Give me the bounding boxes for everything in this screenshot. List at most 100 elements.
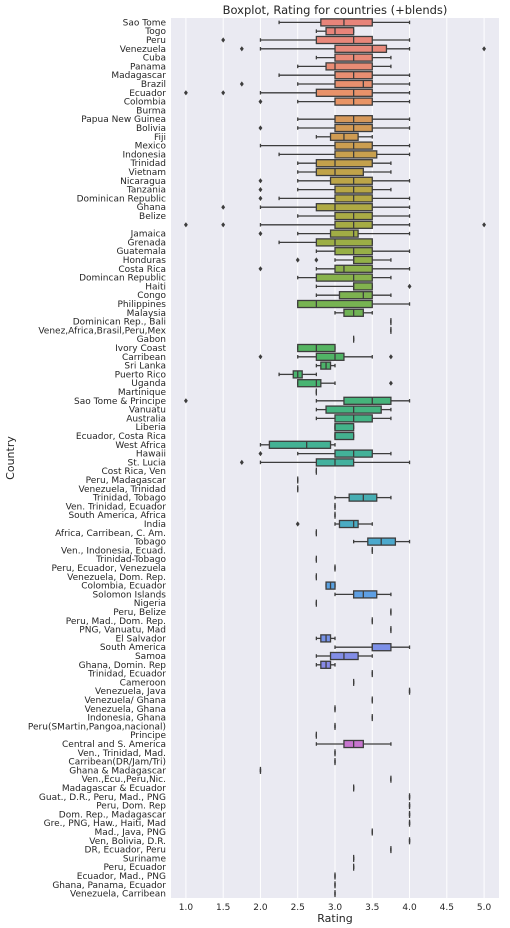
outlier-point: [258, 266, 263, 272]
box: [325, 62, 373, 71]
y-tick-label: Honduras: [123, 256, 167, 266]
box-group: [315, 132, 373, 141]
box-group: [239, 458, 411, 467]
y-tick-label: Venezuela: [120, 45, 166, 55]
box-group: [258, 123, 411, 133]
y-tick-label: Guatemala: [116, 247, 166, 257]
x-tick-labels: 1.0 1.5 2.0 2.5 3.0 3.5 4.0 4.5 5.0: [179, 903, 492, 913]
box-group: [334, 493, 392, 502]
y-tick-label: Trinidad, Tobago: [92, 494, 167, 504]
box-group: [295, 519, 373, 529]
box-group: [183, 88, 411, 97]
y-tick-label: Hawaii: [136, 450, 166, 460]
y-tick-label: Australia: [126, 414, 166, 424]
y-axis-title: Country: [4, 436, 17, 480]
y-tick-label: Uganda: [131, 379, 166, 389]
box-group: [258, 176, 411, 185]
outlier-point: [239, 46, 244, 52]
y-tick-label: Liberia: [136, 423, 166, 433]
box: [338, 519, 359, 529]
box: [338, 291, 373, 300]
y-tick-label: Solomon Islands: [92, 590, 166, 600]
box-group: [278, 370, 318, 379]
y-tick-label: Venezuela, Trinidad: [79, 485, 166, 495]
outlier-point: [388, 354, 393, 360]
y-tick-label: Cost Rica, Ven: [101, 467, 166, 477]
box: [268, 440, 332, 449]
outlier-point: [258, 354, 263, 360]
box-group: [297, 62, 392, 71]
y-tick-label: Venez,Africa,Brasil,Peru,Mex: [38, 326, 166, 336]
x-tick-label: 4.5: [440, 903, 454, 913]
y-tick-label: Tanzania: [126, 186, 166, 196]
box-group: [221, 35, 411, 45]
box-group: [258, 264, 411, 273]
y-tick-label: Philippines: [118, 300, 167, 310]
outlier-point: [258, 231, 263, 237]
y-tick-label: Gabon: [137, 335, 166, 345]
y-tick-label: Peru, Mad., Dom. Rep.: [66, 617, 166, 627]
y-tick-label: Malaysia: [127, 309, 166, 319]
outlier-point: [221, 90, 226, 96]
y-tick-label: Nigeria: [134, 599, 166, 609]
box-group: [297, 167, 392, 177]
outlier-point: [239, 459, 244, 465]
y-tick-label: Papua New Guinea: [81, 115, 166, 125]
x-tick-label: 2.0: [253, 903, 268, 913]
y-tick-label: India: [144, 520, 166, 530]
outlier-point: [183, 222, 188, 228]
y-tick-label: South America: [100, 643, 166, 653]
y-tick-label: Peru, Madagascar: [86, 476, 167, 486]
y-tick-label: DR, Ecuador, Peru: [85, 846, 166, 856]
y-tick-label: Indonesia, Ghana: [87, 714, 166, 724]
box-group: [259, 141, 411, 150]
x-tick-label: 3.0: [328, 903, 343, 913]
chart-title: Boxplot, Rating for countries (+blends): [223, 3, 448, 17]
box: [334, 264, 373, 273]
y-tick-label: Nicaragua: [120, 177, 166, 187]
outlier-point: [221, 204, 226, 210]
x-axis-title: Rating: [317, 912, 352, 925]
box-group: [315, 739, 392, 749]
box-group: [315, 651, 373, 661]
box-group: [297, 343, 336, 353]
y-tick-label: Domincan Republic: [79, 274, 166, 284]
box-group: [297, 379, 393, 388]
box-group: [278, 71, 411, 80]
y-tick-label: Indonesia: [122, 150, 166, 160]
box: [334, 150, 378, 159]
y-tick-label: Trinidad-Tobago: [95, 555, 166, 565]
y-tick-label: Dominican Rep., Bali: [73, 318, 166, 328]
y-tick-label: Ghana & Madagascar: [69, 766, 166, 776]
x-tick-label: 4.0: [402, 903, 417, 913]
box-group: [315, 660, 336, 669]
outlier-point: [407, 283, 412, 289]
y-tick-label: Dom. Rep., Madagascar: [59, 810, 166, 820]
box: [315, 238, 373, 247]
y-tick-label: Venezuela, Carribean: [70, 890, 166, 900]
box-group: [239, 79, 411, 89]
y-tick-label: Martinique: [118, 388, 167, 398]
box-group: [239, 44, 487, 53]
y-tick-label: Belize: [139, 212, 166, 222]
y-tick-label: Principe: [130, 731, 166, 741]
outlier-point: [258, 99, 263, 105]
y-tick-label: Sri Lanka: [124, 362, 166, 372]
x-tick-label: 5.0: [477, 903, 492, 913]
x-tick-label: 2.5: [291, 903, 305, 913]
y-tick-label: Ecuador: [129, 89, 166, 99]
box: [329, 229, 359, 238]
box-group: [334, 308, 373, 317]
y-tick-label: Sao Tome & Principe: [74, 397, 166, 407]
y-tick-label: South America, Africa: [68, 511, 166, 521]
box-group: [315, 414, 392, 423]
y-tick-label: Peru, Ecuador: [103, 863, 166, 873]
y-tick-label: Colombia, Ecuador: [81, 582, 166, 592]
y-tick-label: Ghana: [137, 203, 166, 213]
y-tick-label: PNG, Vanuatu, Mad: [79, 626, 166, 636]
box: [315, 273, 373, 282]
y-tick-label: Central and S. America: [62, 740, 166, 750]
y-tick-label: Brazil: [141, 80, 166, 90]
box-group: [258, 352, 393, 361]
